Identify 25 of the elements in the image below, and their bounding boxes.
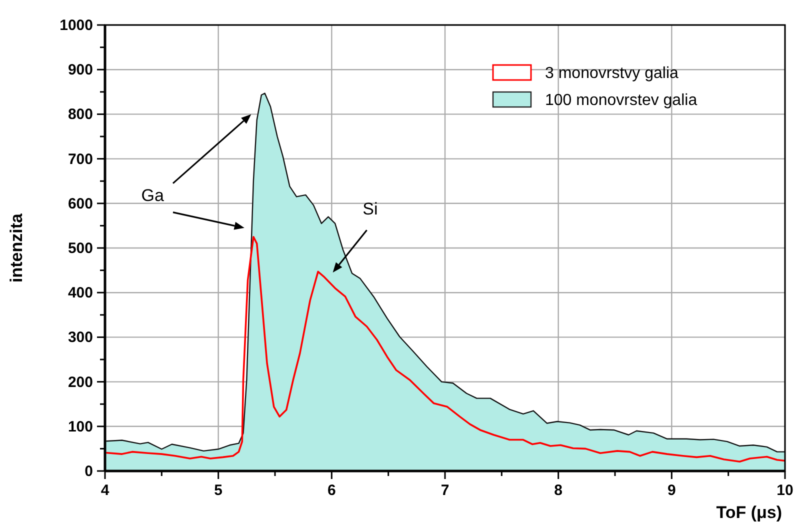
y-tick-label: 0	[84, 463, 93, 480]
y-tick-label: 600	[68, 195, 93, 212]
annotation: Si	[362, 200, 378, 219]
legend-label: 100 monovrstev galia	[545, 92, 698, 109]
y-tick-label: 100	[68, 418, 93, 436]
y-tick-label: 800	[68, 106, 93, 124]
x-tick-label: 5	[214, 482, 223, 499]
y-tick-label: 300	[68, 329, 93, 346]
legend-label: 3 monovrstvy galia	[545, 65, 678, 82]
y-tick-label: 1000	[60, 17, 93, 34]
x-tick-label: 8	[554, 482, 563, 499]
x-tick-label: 10	[776, 482, 794, 499]
x-axis-title: ToF (μs)	[716, 503, 782, 522]
y-tick-label: 500	[68, 240, 93, 257]
x-tick-label: 7	[440, 482, 450, 499]
y-tick-label: 200	[68, 374, 93, 391]
y-axis-title: intenzita	[7, 212, 26, 282]
x-tick-label: 6	[327, 482, 336, 499]
x-tick-label: 4	[100, 482, 110, 499]
y-tick-label: 700	[68, 150, 93, 168]
annotation: Ga	[141, 186, 164, 206]
line-series	[105, 236, 786, 463]
x-tick-label: 9	[667, 482, 676, 499]
y-tick-label: 400	[68, 284, 93, 302]
y-tick-label: 900	[68, 62, 93, 79]
